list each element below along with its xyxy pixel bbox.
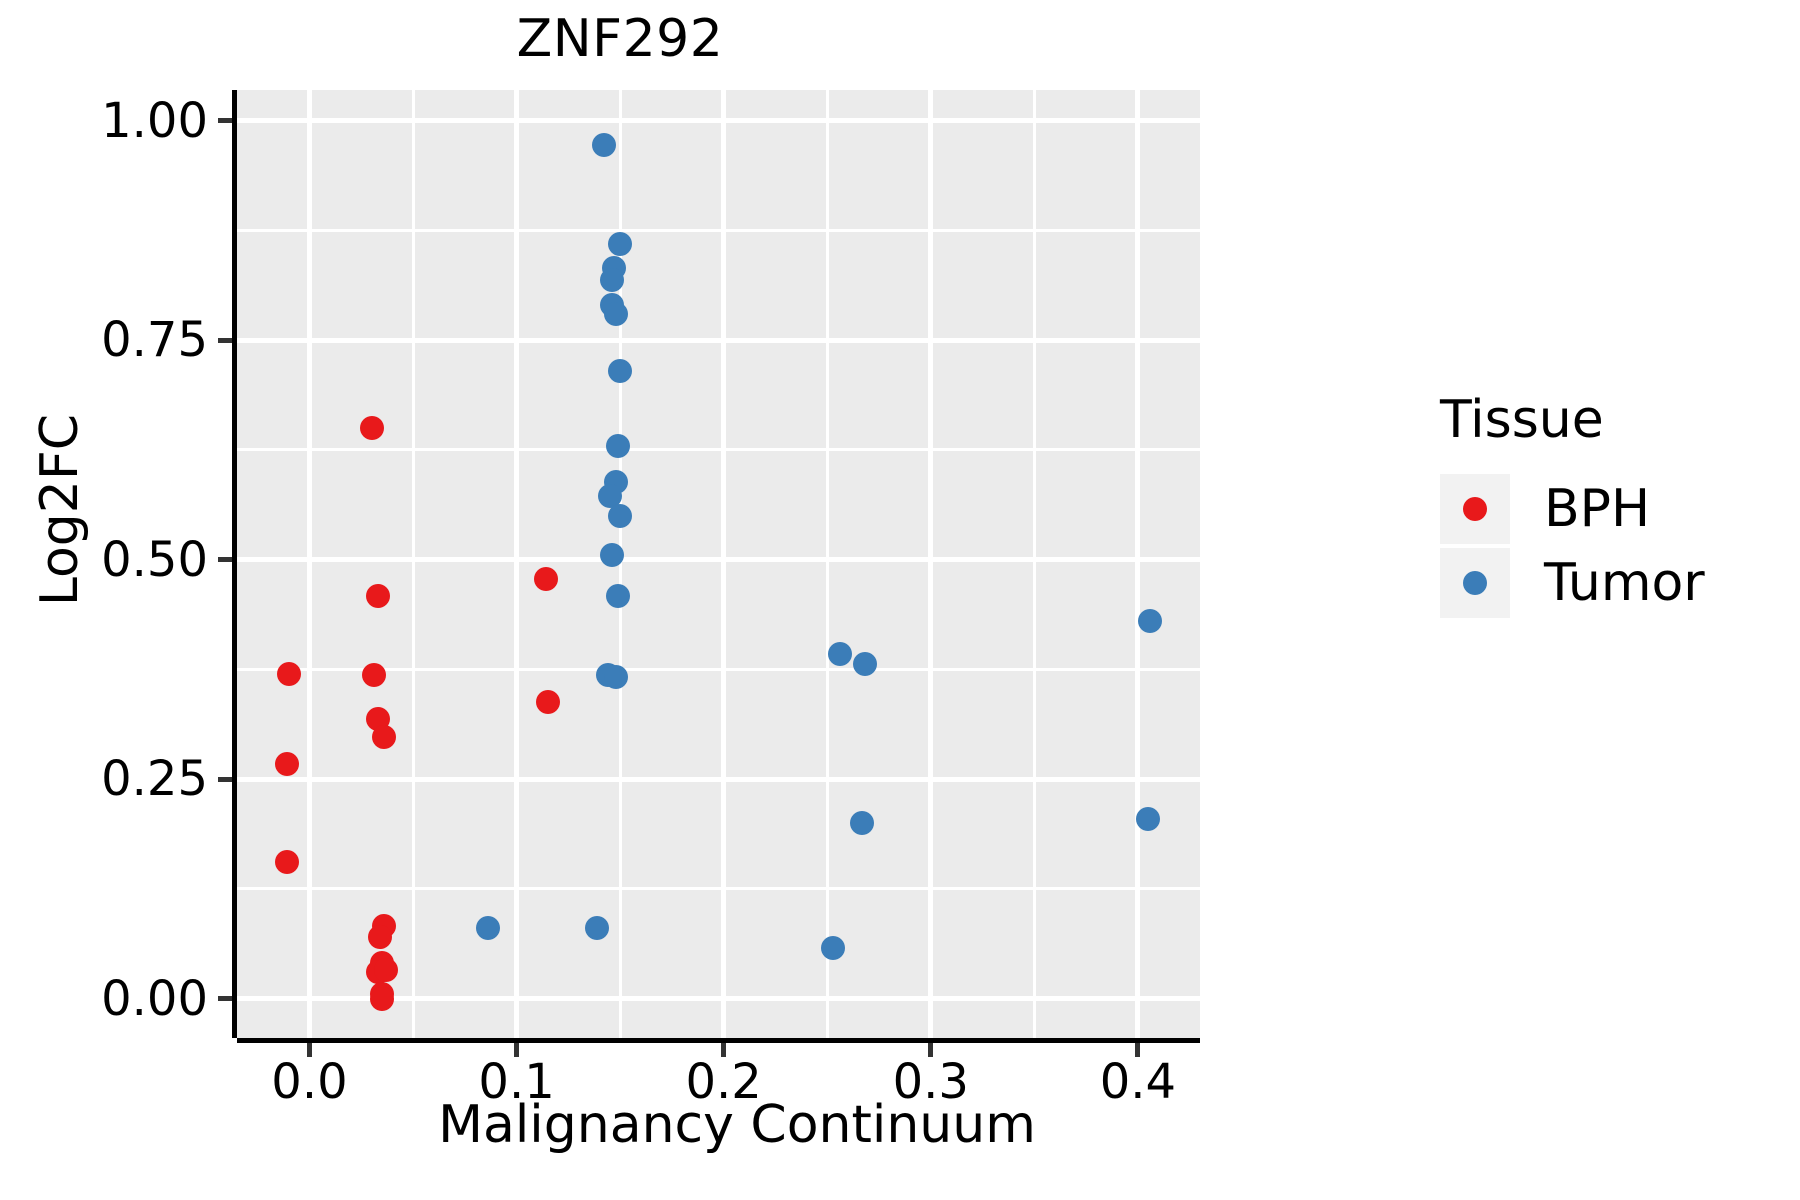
x-axis-line	[237, 1038, 1200, 1043]
x-tickmark	[1135, 1043, 1141, 1057]
data-point-tumor	[608, 358, 633, 383]
data-point-bph	[274, 752, 299, 777]
x-ticklabel: 0.3	[892, 1054, 969, 1110]
gridline-minor-horizontal	[237, 887, 1200, 891]
data-point-tumor	[608, 231, 633, 256]
gridline-major-horizontal	[237, 776, 1200, 782]
legend-item-tumor[interactable]: Tumor	[1440, 546, 1790, 620]
data-point-bph	[276, 661, 301, 686]
gridline-minor-horizontal	[237, 667, 1200, 671]
gridline-major-horizontal	[237, 337, 1200, 343]
gridline-minor-vertical	[825, 90, 829, 1038]
legend-dot-icon	[1463, 497, 1487, 521]
x-tickmark	[721, 1043, 727, 1057]
data-point-tumor	[475, 916, 500, 941]
gridline-minor-horizontal	[237, 448, 1200, 452]
y-tickmark	[218, 996, 232, 1001]
x-tickmark	[306, 1043, 312, 1057]
data-point-tumor	[603, 301, 628, 326]
x-ticklabel: 0.4	[1099, 1054, 1177, 1110]
gridline-major-horizontal	[237, 557, 1200, 563]
x-tickmark	[928, 1043, 934, 1057]
page-title: ZNF292	[516, 9, 724, 69]
legend-item-bph[interactable]: BPH	[1440, 472, 1790, 546]
y-axis-line	[232, 90, 237, 1038]
gridline-minor-horizontal	[237, 228, 1200, 232]
gridline-major-vertical	[514, 90, 520, 1038]
data-point-bph	[369, 986, 394, 1011]
gridline-minor-vertical	[411, 90, 415, 1038]
data-point-bph	[359, 415, 384, 440]
gridline-major-horizontal	[237, 996, 1200, 1001]
data-point-tumor	[591, 133, 616, 158]
gridline-minor-vertical	[1032, 90, 1036, 1038]
legend: Tissue BPH Tumor	[1440, 390, 1790, 620]
gridline-major-vertical	[306, 90, 312, 1038]
data-point-tumor	[821, 935, 846, 960]
legend-key-swatch	[1440, 474, 1510, 544]
y-tickmark	[218, 337, 232, 343]
data-point-tumor	[606, 584, 631, 609]
y-axis-ticklabels: 0.00 0.25 0.50 0.75 1.00	[0, 0, 208, 1200]
y-tickmark	[218, 557, 232, 563]
x-ticklabel: 0.0	[271, 1054, 348, 1110]
data-point-tumor	[852, 652, 877, 677]
legend-entries: BPH Tumor	[1440, 472, 1790, 620]
data-point-bph	[535, 689, 560, 714]
y-ticklabel: 0.75	[101, 312, 208, 369]
legend-title: Tissue	[1440, 390, 1604, 450]
data-point-tumor	[606, 433, 631, 458]
x-ticklabel: 0.1	[478, 1054, 555, 1110]
y-ticklabel: 1.00	[101, 92, 208, 149]
legend-key-swatch	[1440, 548, 1510, 618]
legend-item-label: Tumor	[1544, 553, 1705, 613]
gridline-major-vertical	[1135, 90, 1141, 1038]
plot-panel	[237, 90, 1200, 1038]
data-point-tumor	[850, 810, 875, 835]
gridline-minor-vertical	[618, 90, 622, 1038]
data-point-tumor	[1136, 806, 1161, 831]
data-point-bph	[367, 925, 392, 950]
data-point-tumor	[1138, 609, 1163, 634]
data-point-tumor	[585, 916, 610, 941]
data-point-bph	[372, 724, 397, 749]
y-ticklabel: 0.25	[101, 751, 208, 808]
gridline-major-vertical	[721, 90, 727, 1038]
data-point-bph	[533, 566, 558, 591]
gridline-major-horizontal	[237, 118, 1200, 124]
data-point-bph	[361, 663, 386, 688]
y-tickmark	[218, 118, 232, 124]
data-point-bph	[365, 584, 390, 609]
data-point-tumor	[599, 543, 624, 568]
data-point-tumor	[599, 268, 624, 293]
data-point-tumor	[827, 642, 852, 667]
x-axis-title: Malignancy Continuum	[438, 1095, 1036, 1155]
data-point-tumor	[608, 503, 633, 528]
y-ticklabel: 0.00	[101, 970, 208, 1027]
gridline-major-vertical	[928, 90, 934, 1038]
data-point-bph	[374, 957, 399, 982]
legend-dot-icon	[1463, 571, 1487, 595]
x-tickmark	[514, 1043, 520, 1057]
legend-item-label: BPH	[1544, 479, 1651, 539]
y-tickmark	[218, 776, 232, 782]
y-ticklabel: 0.50	[101, 531, 208, 588]
data-point-tumor	[603, 665, 628, 690]
data-point-bph	[274, 850, 299, 875]
x-ticklabel: 0.2	[685, 1054, 762, 1110]
